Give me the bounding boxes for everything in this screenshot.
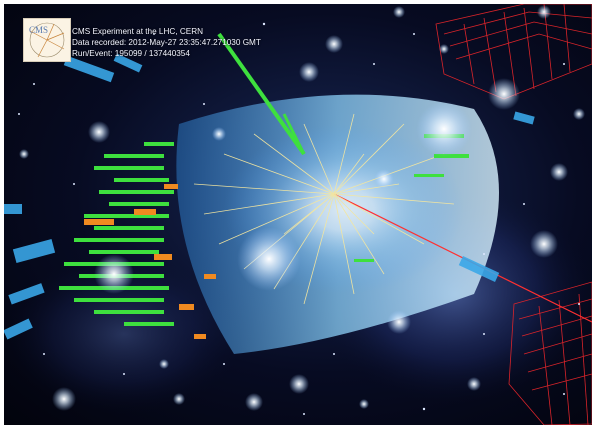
collision-scene (4, 4, 592, 425)
event-caption: CMS Experiment at the LHC, CERN Data rec… (72, 26, 261, 59)
nebula-cloud (4, 254, 244, 414)
event-display-image: CMS CMS Experiment at the LHC, CERN Data… (4, 4, 592, 425)
star-dots (18, 22, 580, 415)
caption-date: Data recorded: 2012-May-27 23:35:47.2710… (72, 38, 261, 47)
logo-lettering: CMS (29, 25, 48, 35)
cms-logo: CMS (23, 18, 71, 62)
calorimeter-blocks (4, 53, 535, 340)
jet-line (282, 113, 306, 155)
caption-run-event: Run/Event: 195099 / 137440354 (72, 49, 190, 58)
stars (19, 5, 585, 411)
ecal-deposits (84, 184, 216, 339)
caption-experiment: CMS Experiment at the LHC, CERN (72, 27, 204, 36)
muon-chambers-top (435, 4, 592, 100)
muon-chambers-bottom (508, 281, 592, 425)
jet-line (217, 32, 306, 156)
